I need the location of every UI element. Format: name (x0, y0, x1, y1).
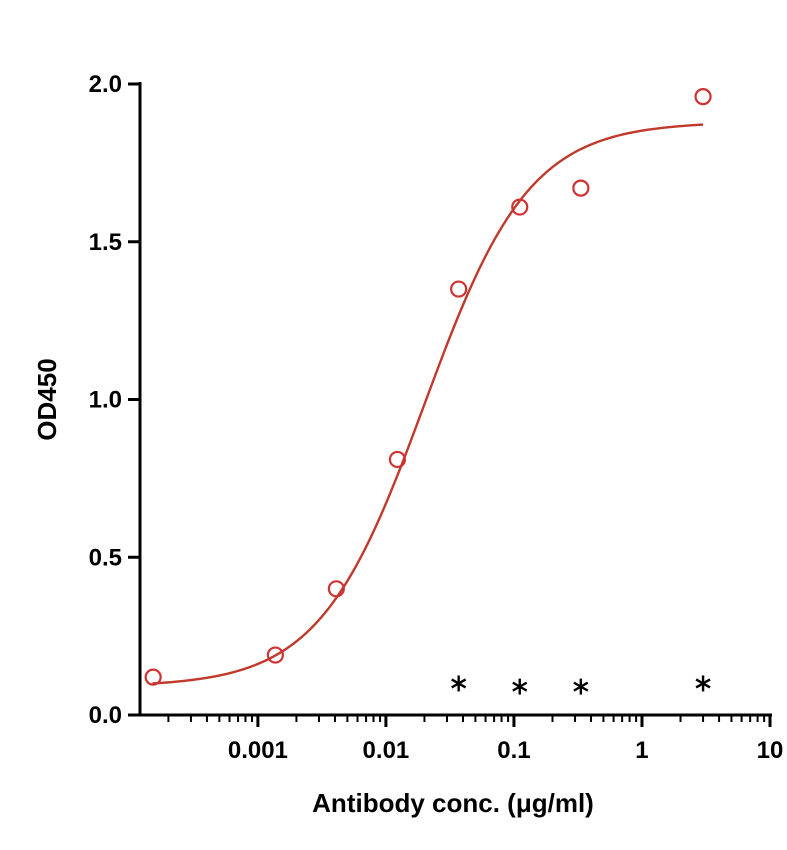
data-point-circle (572, 179, 590, 197)
data-point-asterisk (512, 678, 528, 695)
x-tick-label: 10 (757, 737, 784, 764)
axis-labels: 0.0 0.5 1.0 1.5 2.0 0.001 0.01 0.1 1 10 Antibody c… (32, 71, 783, 818)
asterisk-stroke (451, 678, 467, 689)
x-tick-label: 0.1 (497, 737, 530, 764)
y-tick-label: 1.5 (89, 229, 122, 256)
fit-curves (152, 123, 704, 685)
y-tick-label: 0.5 (89, 544, 122, 571)
data-point-circle (511, 198, 529, 216)
x-tick-label: 0.001 (228, 737, 288, 764)
y-tick-label: 1.0 (89, 387, 122, 414)
axes (128, 82, 772, 727)
asterisk-stroke (512, 681, 528, 692)
data-point-circle (327, 580, 345, 598)
asterisk-stroke (695, 678, 711, 689)
data-point-circle (144, 668, 162, 686)
data-point-asterisk (695, 675, 711, 692)
x-tick-label: 0.01 (363, 737, 410, 764)
data-point-circle (450, 280, 468, 298)
y-tick-label: 2.0 (89, 71, 122, 98)
x-axis-title: Antibody conc. (μg/ml) (312, 788, 594, 818)
data-point-circle (388, 450, 407, 469)
fit-curve (152, 123, 704, 685)
asterisk-stroke (573, 681, 589, 692)
data-points (144, 88, 712, 695)
data-point-asterisk (451, 675, 467, 692)
y-axis-title: OD450 (32, 358, 62, 440)
data-point-circle (694, 88, 712, 106)
data-point-circle (266, 646, 284, 664)
y-tick-label: 0.0 (89, 702, 122, 729)
data-point-asterisk (573, 678, 589, 695)
x-tick-label: 1 (635, 737, 648, 764)
